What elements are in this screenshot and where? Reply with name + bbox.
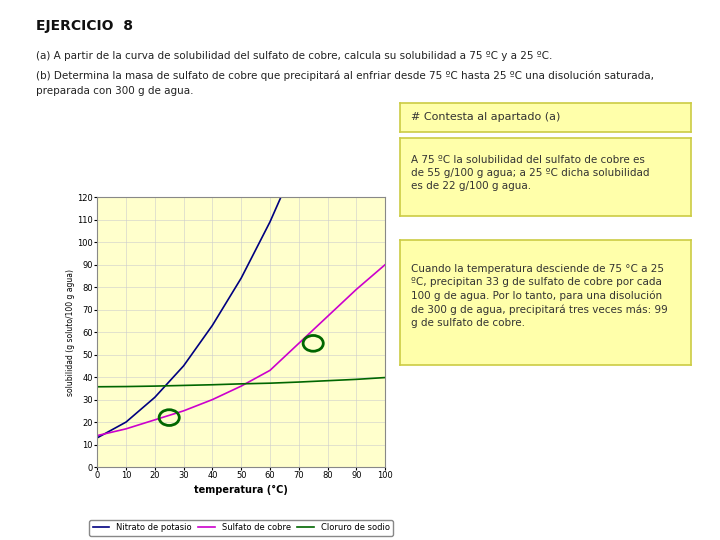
Cloruro de sodio	[237, 381, 246, 387]
Nitrato de potasio	[323, 86, 332, 92]
Legend: Nitrato de potasio, Sulfato de cobre, Cloruro de sodio: Nitrato de potasio, Sulfato de cobre, Cl…	[89, 520, 393, 536]
Text: # Contesta al apartado (a): # Contesta al apartado (a)	[411, 112, 561, 123]
Text: A 75 ºC la solubilidad del sulfato de cobre es
de 55 g/100 g agua; a 25 ºC dicha: A 75 ºC la solubilidad del sulfato de co…	[411, 155, 649, 191]
Line: Cloruro de sodio: Cloruro de sodio	[97, 377, 385, 387]
Nitrato de potasio	[352, 9, 361, 16]
Nitrato de potasio	[122, 419, 130, 426]
Sulfato de cobre	[381, 261, 390, 268]
Text: (a) A partir de la curva de solubilidad del sulfato de cobre, calcula su solubil: (a) A partir de la curva de solubilidad …	[36, 51, 552, 62]
Sulfato de cobre	[208, 396, 217, 403]
Cloruro de sodio	[122, 383, 130, 390]
Nitrato de potasio	[237, 275, 246, 281]
Sulfato de cobre	[237, 383, 246, 389]
Text: preparada con 300 g de agua.: preparada con 300 g de agua.	[36, 86, 194, 97]
Nitrato de potasio	[208, 322, 217, 328]
Sulfato de cobre	[266, 367, 274, 374]
Text: EJERCICIO  8: EJERCICIO 8	[36, 19, 133, 33]
X-axis label: temperatura (°C): temperatura (°C)	[194, 484, 288, 495]
Line: Nitrato de potasio: Nitrato de potasio	[97, 0, 385, 438]
Y-axis label: solubilidad (g soluto/100 g agua): solubilidad (g soluto/100 g agua)	[66, 268, 74, 396]
Cloruro de sodio	[150, 383, 159, 389]
Cloruro de sodio	[179, 382, 188, 389]
Cloruro de sodio	[352, 376, 361, 382]
Sulfato de cobre	[93, 433, 102, 439]
Nitrato de potasio	[266, 219, 274, 225]
Sulfato de cobre	[150, 417, 159, 423]
Nitrato de potasio	[294, 153, 303, 160]
Nitrato de potasio	[179, 363, 188, 369]
Sulfato de cobre	[323, 313, 332, 320]
Nitrato de potasio	[93, 435, 102, 441]
Cloruro de sodio	[381, 374, 390, 381]
Sulfato de cobre	[294, 340, 303, 347]
Line: Sulfato de cobre: Sulfato de cobre	[97, 265, 385, 436]
Sulfato de cobre	[352, 286, 361, 293]
Sulfato de cobre	[122, 426, 130, 432]
Cloruro de sodio	[93, 383, 102, 390]
Sulfato de cobre	[179, 408, 188, 414]
Text: (b) Determina la masa de sulfato de cobre que precipitará al enfriar desde 75 ºC: (b) Determina la masa de sulfato de cobr…	[36, 70, 654, 80]
Text: Cuando la temperatura desciende de 75 °C a 25
ºC, precipitan 33 g de sulfato de : Cuando la temperatura desciende de 75 °C…	[411, 264, 668, 328]
Cloruro de sodio	[266, 380, 274, 387]
Nitrato de potasio	[150, 394, 159, 401]
Cloruro de sodio	[294, 379, 303, 386]
Cloruro de sodio	[208, 381, 217, 388]
Cloruro de sodio	[323, 377, 332, 384]
